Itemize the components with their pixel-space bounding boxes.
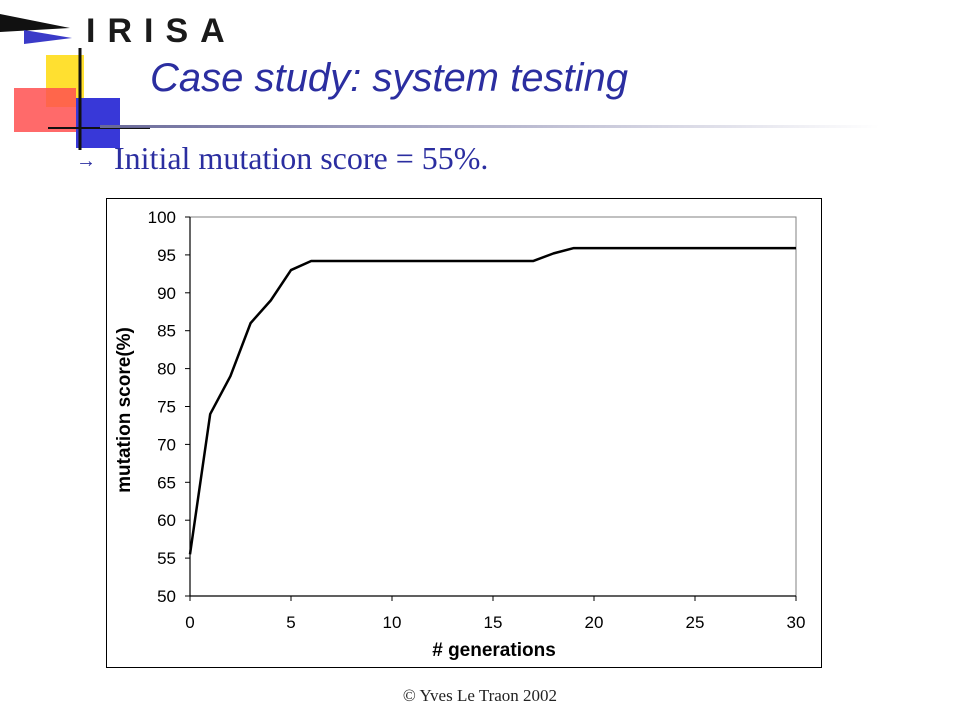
y-tick-label: 95 [157,246,176,265]
series-line [188,246,796,555]
y-tick-label: 60 [157,511,176,530]
y-tick-label: 90 [157,284,176,303]
x-axis-label: # generations [432,640,556,661]
y-tick-label: 75 [157,398,176,417]
x-tick-label: 25 [686,613,705,632]
x-tick-label: 0 [185,613,194,632]
y-tick-label: 85 [157,322,176,341]
logo-graphic [0,14,150,150]
x-tick-label: 20 [585,613,604,632]
y-tick-label: 65 [157,473,176,492]
x-tick-label: 5 [286,613,295,632]
y-tick-label: 80 [157,360,176,379]
y-tick-label: 100 [148,208,176,227]
chart-svg: 50 55 60 65 70 75 80 85 90 95 100 0 5 10 15 20 25 30 # ge… [106,198,822,668]
mutation-score-chart: 50 55 60 65 70 75 80 85 90 95 100 0 5 10 15 20 25 30 # ge… [106,198,822,668]
copyright-footer: © Yves Le Traon 2002 [402,686,558,705]
y-tick-label: 50 [157,587,176,606]
y-axis-label: mutation score(%) [114,327,135,493]
y-tick-label: 70 [157,435,176,454]
chart-frame [106,198,822,668]
title-divider [100,125,880,128]
irisa-logo: IRISA [0,0,230,150]
x-tick-label: 10 [383,613,402,632]
slide-title: Case study: system testing [150,56,628,100]
x-tick-label: 15 [484,613,503,632]
bullet-item: → Initial mutation score = 55%. [76,140,488,177]
arrow-right-icon: → [76,150,96,173]
y-tick-label: 55 [157,549,176,568]
logo-text: IRISA [86,12,237,50]
x-tick-label: 30 [787,613,806,632]
bullet-text: Initial mutation score = 55%. [114,140,489,176]
